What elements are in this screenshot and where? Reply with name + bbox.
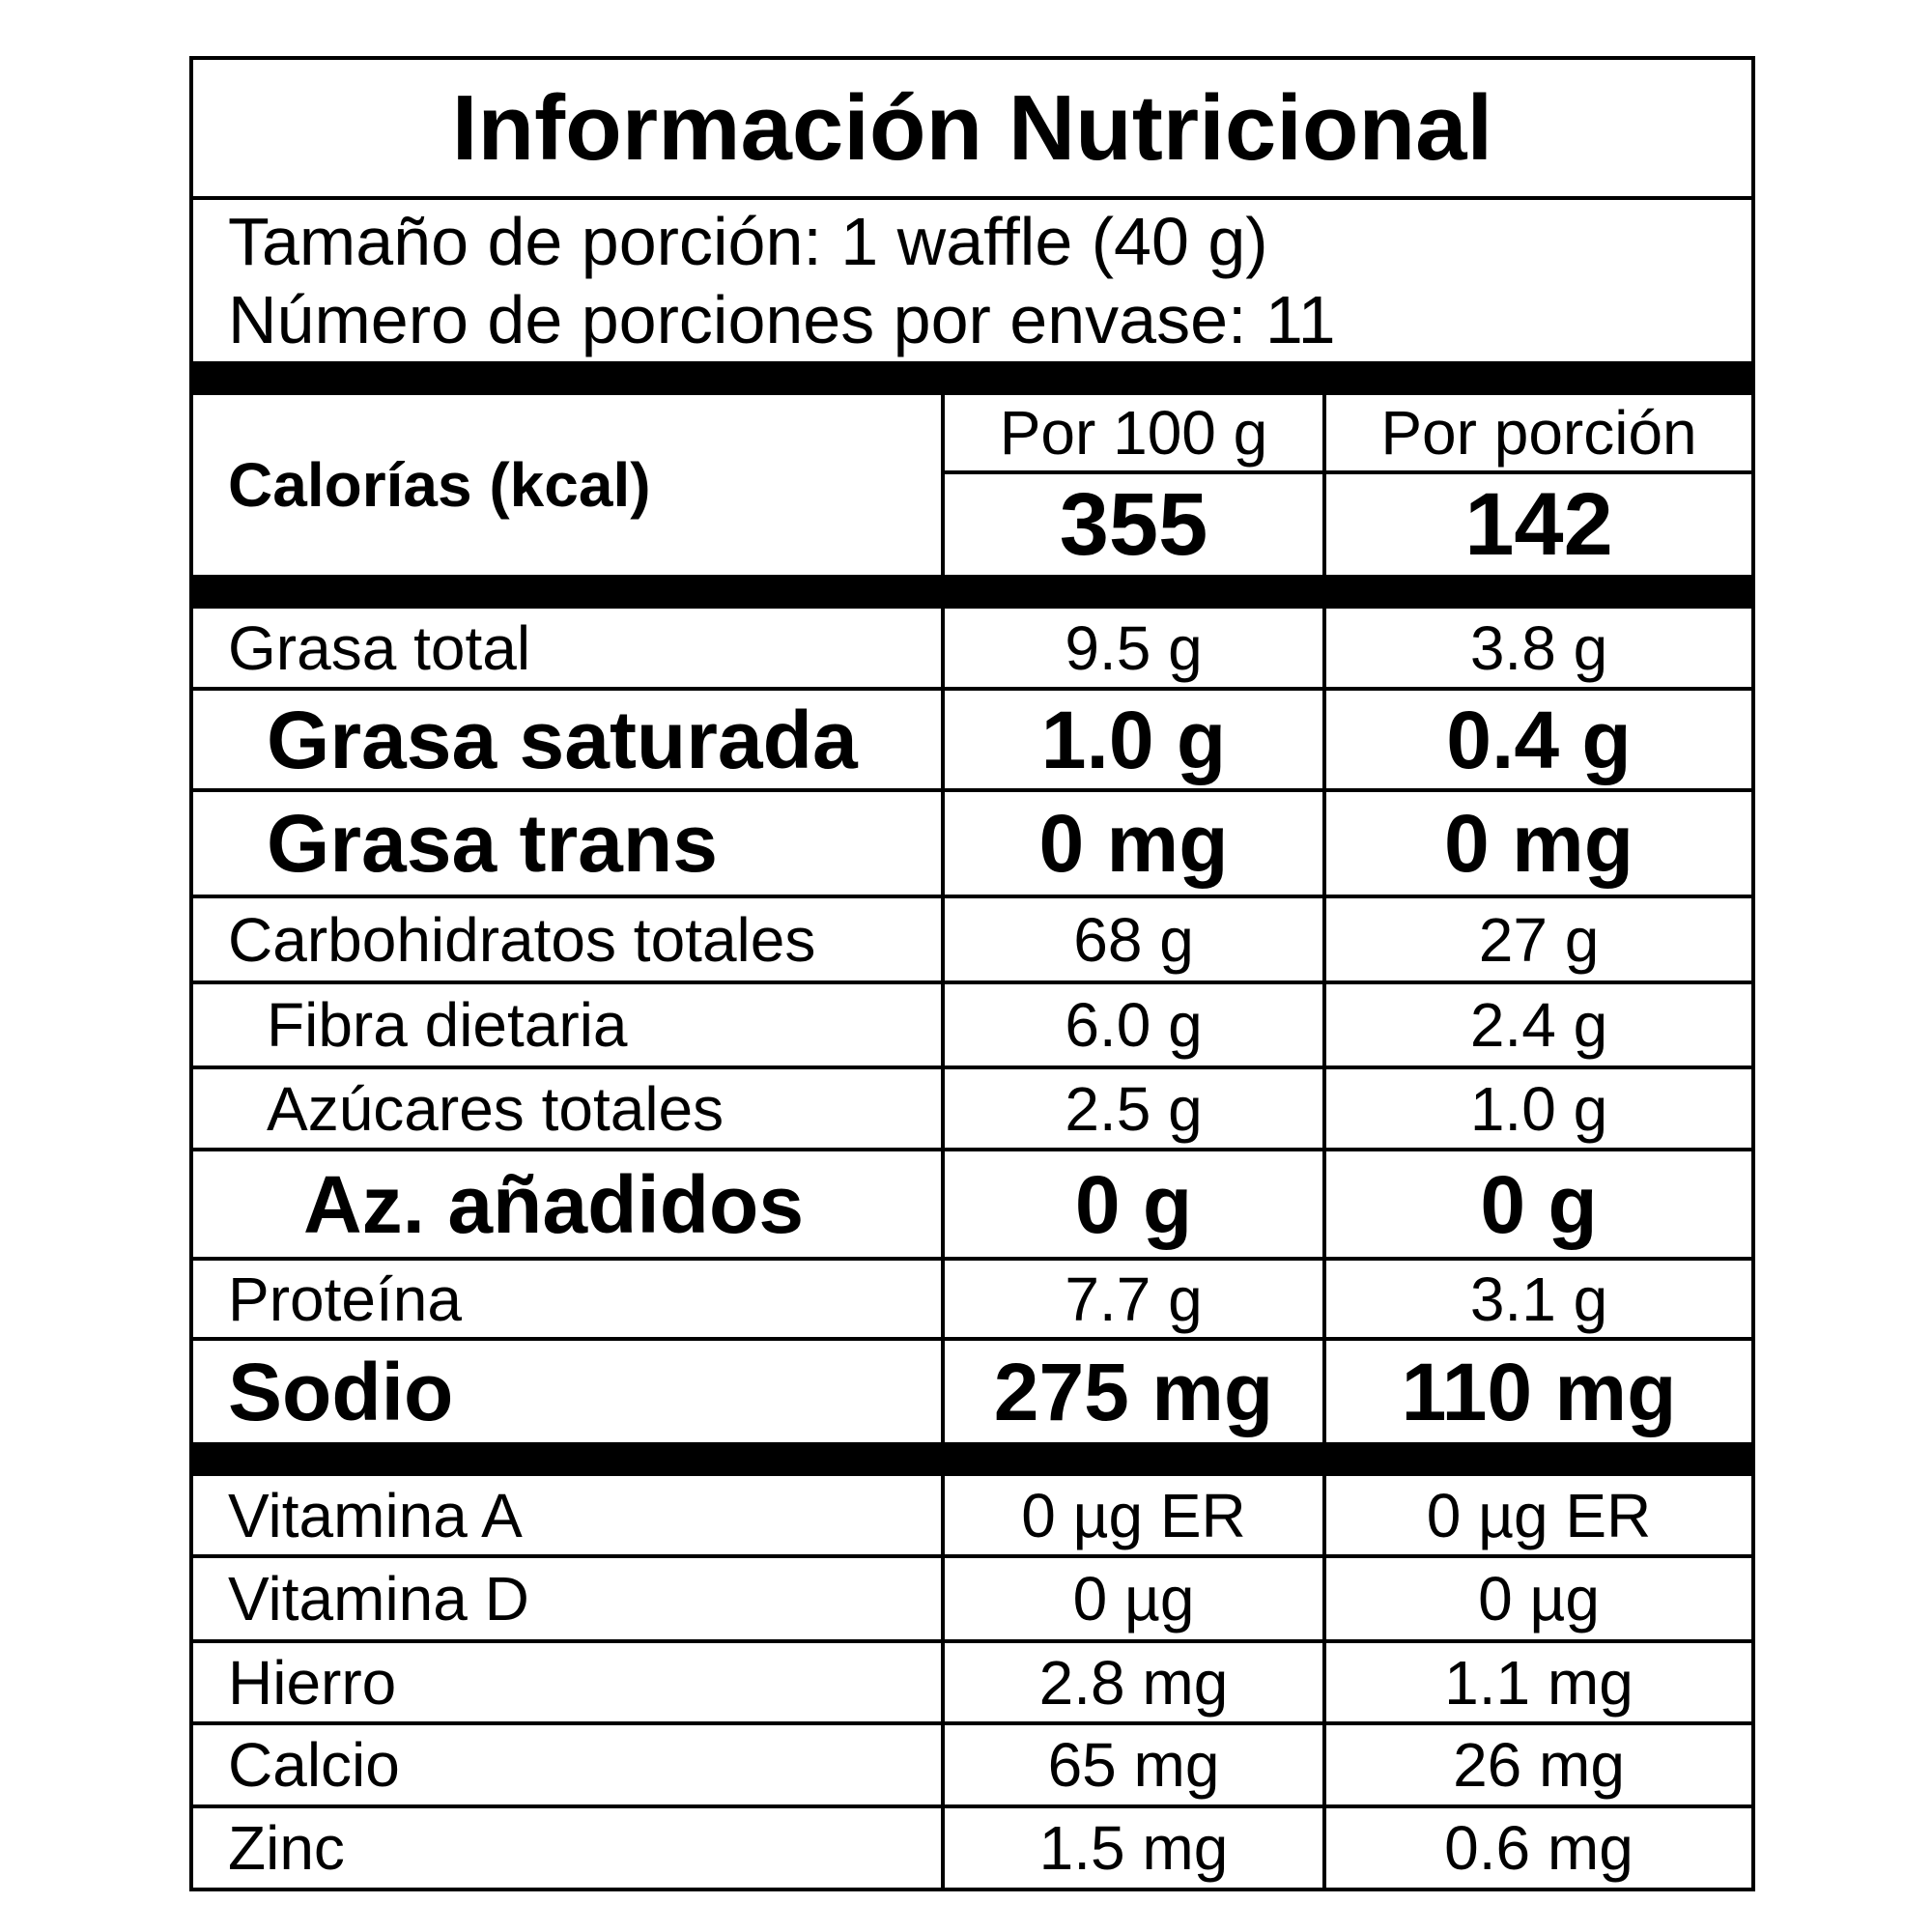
serving-info: Tamaño de porción: 1 waffle (40 g) Número… <box>188 196 1756 365</box>
calories-value: 142 <box>1321 470 1756 579</box>
nutrient-row: Sodio 275 mg 110 mg <box>189 1337 1756 1446</box>
separator <box>188 361 1756 395</box>
nutrient-row: Grasa saturada 1.0 g 0.4 g <box>189 687 1756 792</box>
separator <box>188 575 1756 609</box>
nutrient-value: 0 µg ER <box>1321 1472 1756 1558</box>
nutrient-label: Vitamina D <box>189 1554 945 1643</box>
nutrient-value: 0 µg ER <box>941 1472 1326 1558</box>
nutrient-label: Zinc <box>189 1804 945 1891</box>
separator <box>188 1442 1756 1476</box>
nutrient-row: Calcio 65 mg 26 mg <box>189 1721 1756 1808</box>
nutrient-value: 68 g <box>941 895 1326 984</box>
nutrient-row: Hierro 2.8 mg 1.1 mg <box>189 1639 1756 1725</box>
nutrient-row: Proteína 7.7 g 3.1 g <box>189 1257 1756 1341</box>
nutrient-label: Proteína <box>189 1257 945 1341</box>
nutrient-row: Carbohidratos totales 68 g 27 g <box>189 895 1756 984</box>
nutrient-label: Sodio <box>189 1337 945 1446</box>
nutrient-value: 3.8 g <box>1321 605 1756 691</box>
nutrient-row: Azúcares totales 2.5 g 1.0 g <box>189 1065 1756 1151</box>
nutrient-value: 1.1 mg <box>1321 1639 1756 1725</box>
title: Información Nutricional <box>188 56 1756 200</box>
nutrient-value: 0 g <box>941 1148 1326 1261</box>
nutrient-value: 2.5 g <box>941 1065 1326 1151</box>
nutrient-label: Fibra dietaria <box>189 980 945 1069</box>
nutrient-label: Azúcares totales <box>189 1065 945 1151</box>
nutrient-value: 9.5 g <box>941 605 1326 691</box>
nutrient-label: Grasa saturada <box>189 687 945 792</box>
calories-value: 355 <box>941 470 1326 579</box>
nutrient-value: 2.8 mg <box>941 1639 1326 1725</box>
nutrient-value: 0 µg <box>1321 1554 1756 1643</box>
nutrient-value: 6.0 g <box>941 980 1326 1069</box>
nutrient-label: Grasa trans <box>189 788 945 898</box>
nutrient-value: 1.0 g <box>1321 1065 1756 1151</box>
nutrient-row: Zinc 1.5 mg 0.6 mg <box>189 1804 1756 1891</box>
nutrient-value: 0 mg <box>1321 788 1756 898</box>
serving-size: Tamaño de porción: 1 waffle (40 g) <box>228 204 1268 279</box>
nutrient-value: 0 mg <box>941 788 1326 898</box>
nutrient-value: 3.1 g <box>1321 1257 1756 1341</box>
nutrient-row: Fibra dietaria 6.0 g 2.4 g <box>189 980 1756 1069</box>
nutrient-value: 27 g <box>1321 895 1756 984</box>
nutrient-value: 2.4 g <box>1321 980 1756 1069</box>
nutrient-row: Grasa total 9.5 g 3.8 g <box>189 605 1756 691</box>
nutrient-value: 0.4 g <box>1321 687 1756 792</box>
calories-label: Calorías (kcal) <box>189 391 945 579</box>
servings-per-container: Número de porciones por envase: 11 <box>228 281 1336 357</box>
nutrient-value: 0.6 mg <box>1321 1804 1756 1891</box>
nutrient-value: 1.5 mg <box>941 1804 1326 1891</box>
nutrient-label: Carbohidratos totales <box>189 895 945 984</box>
nutrition-table: Información Nutricional Tamaño de porció… <box>188 56 1756 1891</box>
nutrient-value: 110 mg <box>1321 1337 1756 1446</box>
nutrient-value: 65 mg <box>941 1721 1326 1808</box>
nutrient-row: Grasa trans 0 mg 0 mg <box>189 788 1756 898</box>
nutrient-label: Az. añadidos <box>189 1148 945 1261</box>
nutrient-value: 0 g <box>1321 1148 1756 1261</box>
nutrient-label: Calcio <box>189 1721 945 1808</box>
column-header: Por 100 g <box>941 391 1326 474</box>
nutrient-value: 7.7 g <box>941 1257 1326 1341</box>
nutrient-value: 0 µg <box>941 1554 1326 1643</box>
separator-row <box>188 1442 1756 1476</box>
nutrient-value: 1.0 g <box>941 687 1326 792</box>
nutrient-label: Grasa total <box>189 605 945 691</box>
nutrient-value: 275 mg <box>941 1337 1326 1446</box>
nutrient-label: Hierro <box>189 1639 945 1725</box>
column-header: Por porción <box>1321 391 1756 474</box>
nutrient-label: Vitamina A <box>189 1472 945 1558</box>
nutrient-value: 26 mg <box>1321 1721 1756 1808</box>
